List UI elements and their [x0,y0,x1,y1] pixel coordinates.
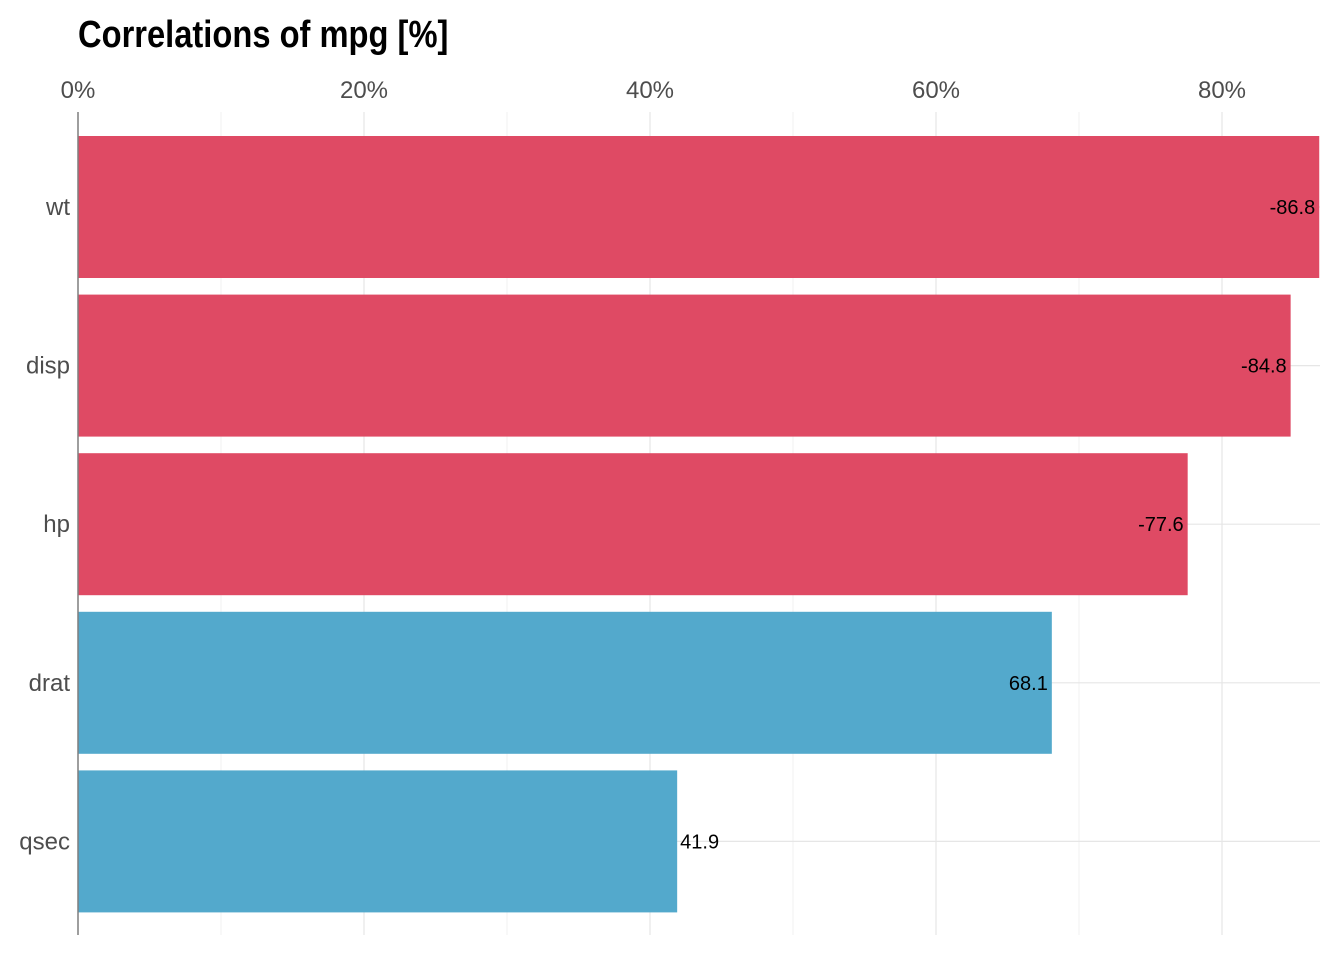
bar-drat [78,611,1052,754]
x-tick-label: 20% [340,77,388,104]
bar-wt [78,136,1320,278]
data-labels: -86.8 -84.8 -77.6 68.1 41.9 [680,197,1315,853]
category-label-disp: disp [26,353,70,380]
data-label-disp: -84.8 [1241,356,1287,378]
bar-qsec [78,770,678,913]
bar-hp [78,453,1188,596]
chart-title: Correlations of mpg [%] [78,14,449,56]
bar-disp [78,294,1291,437]
category-label-wt: wt [45,194,70,221]
data-label-wt: -86.8 [1270,197,1316,219]
data-label-hp: -77.6 [1138,514,1184,536]
category-label-drat: drat [29,670,71,697]
category-labels: wt disp hp drat qsec [19,194,70,855]
x-tick-label: 80% [1198,77,1246,104]
data-label-drat: 68.1 [1009,673,1048,695]
data-label-qsec: 41.9 [680,831,719,853]
category-label-qsec: qsec [19,828,70,855]
x-axis-ticks: 0% 20% 40% 60% 80% [61,77,1246,104]
x-tick-label: 60% [912,77,960,104]
category-label-hp: hp [43,511,70,538]
x-tick-label: 0% [61,77,96,104]
x-tick-label: 40% [626,77,674,104]
bars [78,136,1320,913]
